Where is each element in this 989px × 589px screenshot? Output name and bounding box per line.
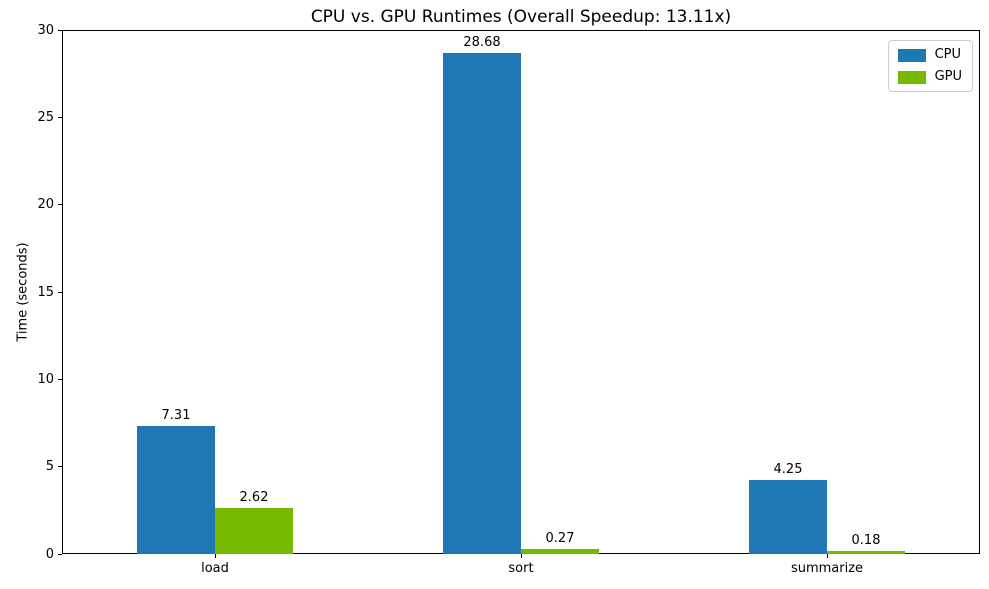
bar-cpu-load (137, 426, 215, 554)
y-tick-label: 25 (37, 109, 54, 125)
legend-entry-gpu: GPU (897, 69, 962, 84)
bar-value-label-cpu-load: 7.31 (161, 408, 191, 424)
y-tick-label: 5 (45, 459, 54, 475)
x-tick-mark (520, 554, 522, 558)
x-tick-label-load: load (201, 561, 229, 576)
y-tick-mark (58, 29, 62, 31)
bar-gpu-summarize (827, 550, 905, 554)
bar-gpu-sort (521, 549, 599, 554)
legend-label-gpu: GPU (934, 69, 962, 84)
chart-title: CPU vs. GPU Runtimes (Overall Speedup: 1… (310, 7, 732, 27)
bar-cpu-sort (443, 53, 521, 554)
y-tick-label: 15 (37, 284, 54, 300)
x-tick-mark (826, 554, 828, 558)
legend: CPU GPU (887, 40, 973, 92)
legend-swatch-cpu-icon (897, 48, 926, 62)
legend-label-cpu: CPU (934, 47, 961, 62)
bar-gpu-load (215, 508, 293, 554)
legend-swatch-gpu-icon (897, 70, 926, 84)
y-tick-label: 20 (37, 197, 54, 213)
y-tick-mark (58, 204, 62, 206)
bar-value-label-gpu-summarize: 0.18 (851, 532, 881, 548)
bar-cpu-summarize (749, 479, 827, 554)
legend-entry-cpu: CPU (897, 47, 962, 62)
y-tick-label: 10 (37, 371, 54, 387)
bar-value-label-cpu-summarize: 4.25 (773, 461, 803, 477)
y-tick-mark (58, 291, 62, 293)
y-tick-mark (58, 116, 62, 118)
bar-value-label-gpu-sort: 0.27 (545, 531, 575, 547)
bar-value-label-gpu-load: 2.62 (239, 490, 269, 506)
y-tick-mark (58, 466, 62, 468)
plot-area (62, 30, 980, 554)
x-tick-label-summarize: summarize (790, 561, 864, 576)
x-tick-label-sort: sort (508, 561, 534, 576)
x-tick-mark (214, 554, 216, 558)
y-tick-mark (58, 378, 62, 380)
y-tick-label: 30 (37, 22, 54, 38)
bar-value-label-cpu-sort: 28.68 (463, 35, 501, 51)
y-tick-label: 0 (45, 546, 54, 562)
y-tick-mark (58, 553, 62, 555)
